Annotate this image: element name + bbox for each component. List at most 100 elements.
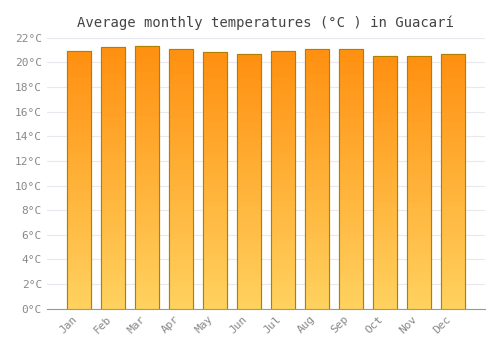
Bar — [338, 66, 363, 70]
Bar — [372, 85, 397, 90]
Bar — [270, 205, 295, 210]
Bar — [440, 155, 465, 160]
Bar — [101, 108, 125, 113]
Bar — [372, 266, 397, 271]
Bar — [338, 49, 363, 309]
Bar — [202, 236, 227, 240]
Bar — [236, 58, 261, 62]
Bar — [168, 248, 193, 252]
Bar — [304, 257, 329, 261]
Bar — [202, 146, 227, 150]
Bar — [270, 146, 295, 150]
Bar — [134, 68, 159, 72]
Bar — [101, 274, 125, 278]
Bar — [270, 163, 295, 167]
Title: Average monthly temperatures (°C ) in Guacarí: Average monthly temperatures (°C ) in Gu… — [78, 15, 454, 29]
Bar — [168, 88, 193, 92]
Bar — [372, 182, 397, 187]
Bar — [202, 133, 227, 138]
Bar — [338, 157, 363, 161]
Bar — [202, 150, 227, 155]
Bar — [304, 235, 329, 239]
Bar — [440, 54, 465, 58]
Bar — [202, 202, 227, 206]
Bar — [134, 195, 159, 199]
Bar — [406, 292, 431, 296]
Bar — [67, 210, 91, 214]
Bar — [101, 104, 125, 108]
Bar — [168, 140, 193, 144]
Bar — [101, 152, 125, 156]
Bar — [236, 92, 261, 96]
Bar — [168, 166, 193, 170]
Bar — [134, 234, 159, 239]
Bar — [168, 183, 193, 187]
Bar — [134, 147, 159, 151]
Bar — [236, 258, 261, 262]
Bar — [236, 62, 261, 66]
Bar — [67, 51, 91, 309]
Bar — [236, 134, 261, 139]
Bar — [372, 90, 397, 94]
Bar — [168, 274, 193, 278]
Bar — [406, 199, 431, 203]
Bar — [372, 203, 397, 208]
Bar — [372, 56, 397, 309]
Bar — [134, 164, 159, 169]
Bar — [134, 142, 159, 147]
Bar — [440, 304, 465, 309]
Bar — [168, 157, 193, 161]
Bar — [202, 52, 227, 57]
Bar — [304, 239, 329, 244]
Bar — [338, 140, 363, 144]
Bar — [134, 107, 159, 112]
Bar — [101, 117, 125, 121]
Bar — [101, 48, 125, 309]
Bar — [270, 261, 295, 266]
Bar — [270, 248, 295, 253]
Bar — [101, 256, 125, 261]
Bar — [270, 171, 295, 176]
Bar — [440, 206, 465, 211]
Bar — [372, 136, 397, 140]
Bar — [134, 155, 159, 160]
Bar — [134, 173, 159, 177]
Bar — [304, 304, 329, 309]
Bar — [67, 257, 91, 261]
Bar — [440, 62, 465, 66]
Bar — [236, 283, 261, 287]
Bar — [372, 241, 397, 246]
Bar — [440, 253, 465, 258]
Bar — [406, 258, 431, 262]
Bar — [202, 121, 227, 125]
Bar — [406, 178, 431, 182]
Bar — [304, 218, 329, 222]
Bar — [101, 300, 125, 304]
Bar — [202, 91, 227, 95]
Bar — [372, 102, 397, 107]
Bar — [101, 143, 125, 148]
Bar — [304, 226, 329, 231]
Bar — [338, 57, 363, 62]
Bar — [168, 62, 193, 66]
Bar — [168, 291, 193, 296]
Bar — [338, 170, 363, 174]
Bar — [101, 213, 125, 217]
Bar — [440, 83, 465, 88]
Bar — [304, 75, 329, 79]
Bar — [406, 161, 431, 166]
Bar — [236, 54, 261, 309]
Bar — [338, 114, 363, 118]
Bar — [236, 300, 261, 304]
Bar — [304, 291, 329, 296]
Bar — [372, 300, 397, 304]
Bar — [372, 81, 397, 85]
Bar — [406, 203, 431, 208]
Bar — [338, 122, 363, 127]
Bar — [270, 227, 295, 231]
Bar — [372, 250, 397, 254]
Bar — [67, 266, 91, 270]
Bar — [304, 88, 329, 92]
Bar — [270, 68, 295, 73]
Bar — [168, 148, 193, 153]
